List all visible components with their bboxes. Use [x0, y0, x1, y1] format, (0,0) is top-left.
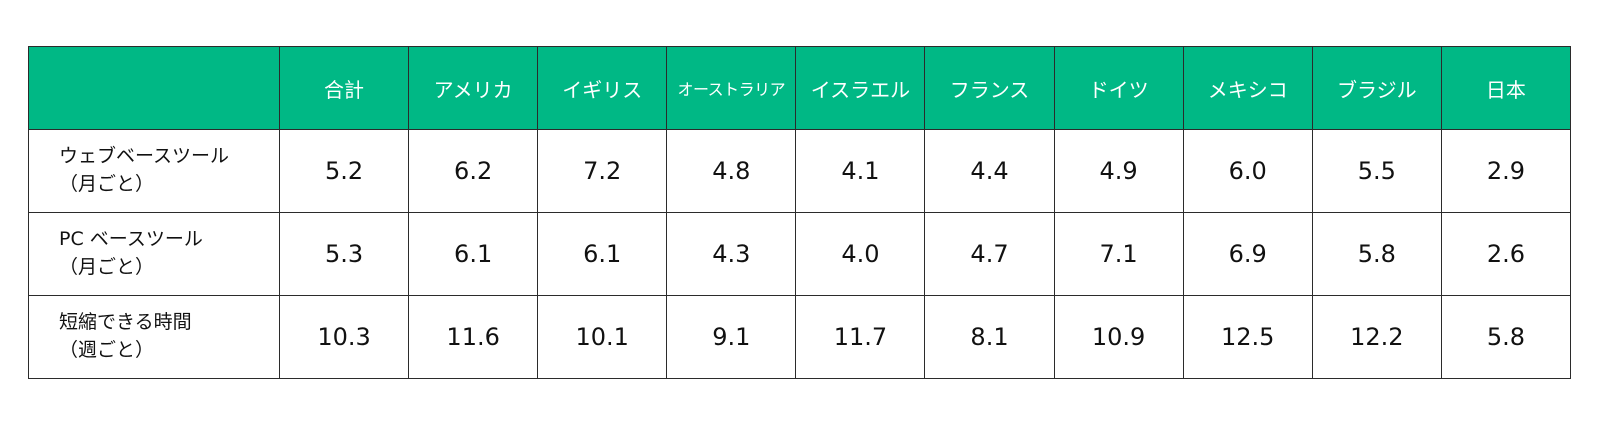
- data-cell: 10.1: [537, 295, 668, 379]
- column-header: アメリカ: [408, 46, 539, 130]
- table-body: ウェブベースツール （月ごと） 5.2 6.2 7.2 4.8 4.1 4.4 4.9 6.0 5.…: [28, 129, 1572, 379]
- data-cell: 2.6: [1440, 212, 1572, 296]
- data-cell: 4.0: [795, 212, 926, 296]
- data-cell: 5.5: [1311, 129, 1442, 213]
- data-cell: 2.9: [1440, 129, 1572, 213]
- data-cell: 9.1: [666, 295, 797, 379]
- row-label-line: ウェブベースツール: [59, 145, 230, 168]
- header-row: 合計 アメリカ イギリス オーストラリア イスラエル フランス ドイツ メキシコ ブラジル 日本: [28, 46, 1572, 130]
- column-header: オーストラリア: [666, 46, 797, 130]
- data-cell: 11.7: [795, 295, 926, 379]
- column-header: メキシコ: [1182, 46, 1313, 130]
- row-label: 短縮できる時間 （週ごと）: [28, 295, 280, 379]
- data-cell: 6.1: [537, 212, 668, 296]
- data-cell: 11.6: [408, 295, 539, 379]
- data-cell: 6.9: [1182, 212, 1313, 296]
- row-label-line: 短縮できる時間: [59, 311, 192, 334]
- data-cell: 8.1: [924, 295, 1055, 379]
- row-label-line: PC ベースツール: [59, 228, 203, 251]
- row-label: ウェブベースツール （月ごと）: [28, 129, 280, 213]
- row-label-line: （月ごと）: [59, 256, 155, 278]
- data-cell: 6.0: [1182, 129, 1313, 213]
- data-cell: 4.9: [1053, 129, 1184, 213]
- data-cell: 5.2: [278, 129, 410, 213]
- table-row: PC ベースツール （月ごと） 5.3 6.1 6.1 4.3 4.0 4.7 7.1 6.9 5.…: [28, 212, 1572, 296]
- row-label-line: （週ごと）: [59, 339, 155, 361]
- data-cell: 12.2: [1311, 295, 1442, 379]
- data-cell: 7.1: [1053, 212, 1184, 296]
- column-header: イスラエル: [795, 46, 926, 130]
- data-cell: 5.3: [278, 212, 410, 296]
- data-cell: 4.4: [924, 129, 1055, 213]
- data-cell: 7.2: [537, 129, 668, 213]
- column-header: イギリス: [537, 46, 668, 130]
- data-cell: 4.3: [666, 212, 797, 296]
- data-cell: 4.1: [795, 129, 926, 213]
- data-cell: 4.7: [924, 212, 1055, 296]
- data-cell: 6.1: [408, 212, 539, 296]
- column-header: ドイツ: [1053, 46, 1184, 130]
- table-row: ウェブベースツール （月ごと） 5.2 6.2 7.2 4.8 4.1 4.4 4.9 6.0 5.…: [28, 129, 1572, 213]
- table-row: 短縮できる時間 （週ごと） 10.3 11.6 10.1 9.1 11.7 8.1 10.9 12…: [28, 295, 1572, 379]
- data-cell: 6.2: [408, 129, 539, 213]
- row-label-line: （月ごと）: [59, 173, 155, 195]
- data-cell: 5.8: [1440, 295, 1572, 379]
- column-header: 合計: [278, 46, 410, 130]
- data-cell: 10.3: [278, 295, 410, 379]
- header-corner-cell: [28, 46, 280, 130]
- data-table: 合計 アメリカ イギリス オーストラリア イスラエル フランス ドイツ メキシコ ブラジル 日本 …: [28, 46, 1572, 379]
- column-header: 日本: [1440, 46, 1572, 130]
- column-header: ブラジル: [1311, 46, 1442, 130]
- data-cell: 10.9: [1053, 295, 1184, 379]
- row-label: PC ベースツール （月ごと）: [28, 212, 280, 296]
- data-cell: 5.8: [1311, 212, 1442, 296]
- column-header: フランス: [924, 46, 1055, 130]
- data-cell: 12.5: [1182, 295, 1313, 379]
- data-cell: 4.8: [666, 129, 797, 213]
